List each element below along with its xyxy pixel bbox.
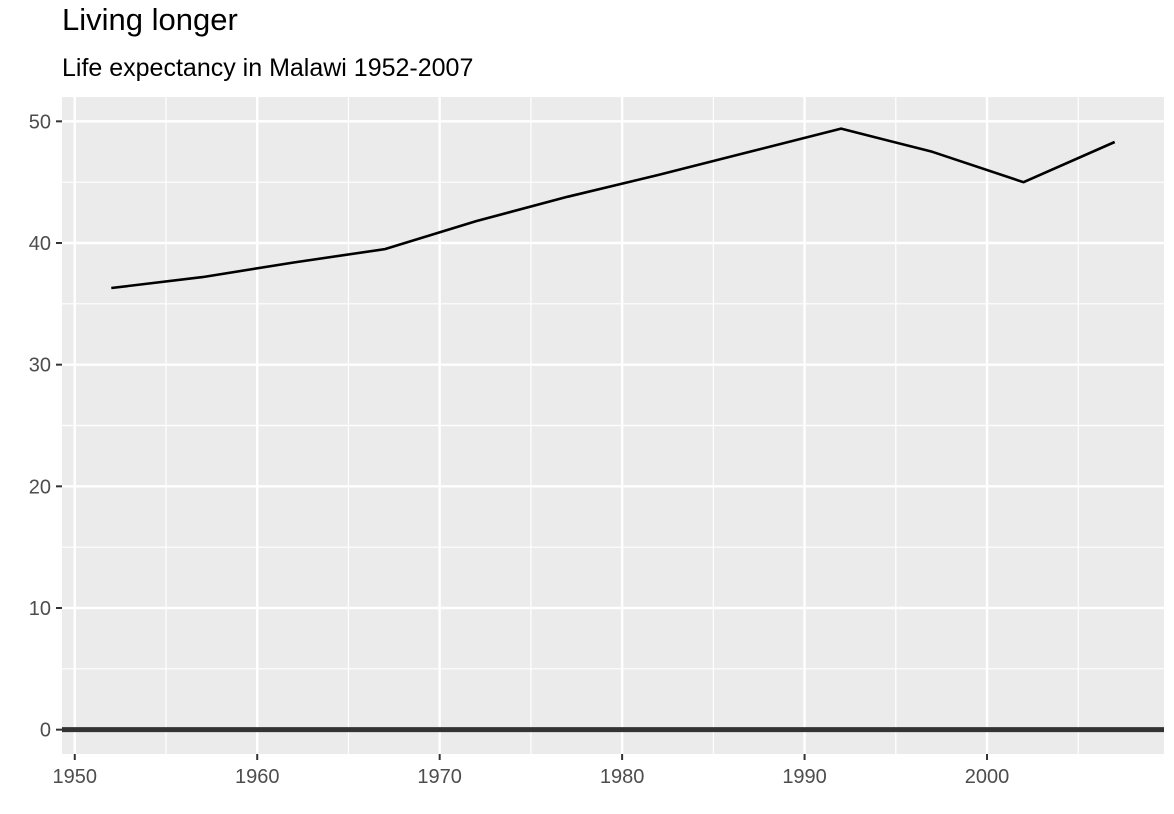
- y-tick-label: 10: [29, 598, 51, 620]
- x-tick-label: 1960: [235, 766, 280, 788]
- x-axis: 1950 1960 1970 1980 1990 2000: [53, 754, 1010, 788]
- y-tick-label: 50: [29, 111, 51, 133]
- data-point: [200, 275, 204, 279]
- y-tick-label: 30: [29, 355, 51, 377]
- y-tick-label: 20: [29, 476, 51, 498]
- x-tick-label: 2000: [965, 766, 1010, 788]
- data-point: [1022, 180, 1026, 184]
- x-tick-label: 1950: [53, 766, 98, 788]
- x-tick-label: 1990: [782, 766, 827, 788]
- data-point: [474, 219, 478, 223]
- data-point: [748, 150, 752, 154]
- y-axis: 0 10 20 30 40 50: [29, 111, 62, 742]
- chart-title: Living longer: [62, 2, 238, 37]
- y-tick-label: 40: [29, 233, 51, 255]
- x-tick-label: 1980: [600, 766, 645, 788]
- x-tick-label: 1970: [417, 766, 462, 788]
- y-tick-label: 0: [40, 720, 51, 742]
- data-point: [292, 260, 296, 264]
- data-point: [930, 150, 934, 154]
- data-point: [109, 286, 113, 290]
- chart-subtitle: Life expectancy in Malawi 1952-2007: [62, 54, 474, 82]
- data-point: [1113, 140, 1117, 144]
- data-point: [383, 247, 387, 251]
- data-point: [565, 195, 569, 199]
- data-point: [657, 173, 661, 177]
- data-point: [839, 127, 843, 131]
- life-expectancy-line: [111, 127, 1116, 290]
